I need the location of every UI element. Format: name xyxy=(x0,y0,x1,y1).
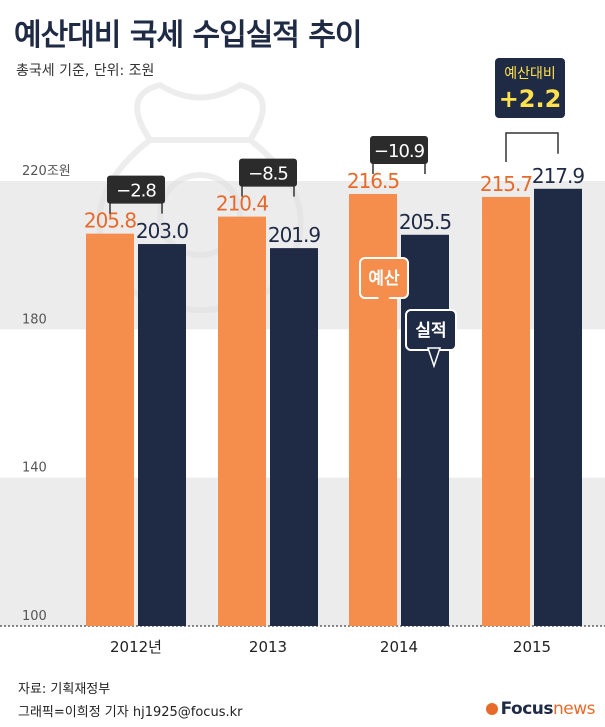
money-bag-icon xyxy=(96,81,304,313)
legend-budget-label: 예산 xyxy=(368,269,400,289)
brand-dot-icon xyxy=(485,703,498,715)
brand-logo: Focusnews xyxy=(485,699,596,719)
legend-actual-label: 실적 xyxy=(415,321,446,341)
y-tick-label: 220조원 xyxy=(22,164,71,179)
x-tick-label: 2014 xyxy=(380,638,418,656)
callout-bracket xyxy=(505,132,559,162)
data-label-actual: 205.5 xyxy=(399,210,451,234)
difference-label: −8.5 xyxy=(248,164,288,185)
data-label-actual: 201.9 xyxy=(268,223,321,247)
bar-budget xyxy=(218,216,266,626)
bar-actual xyxy=(270,248,318,626)
won-symbol-ring xyxy=(157,172,243,258)
chart-title: 예산대비 국세 수입실적 추이 xyxy=(14,18,363,53)
y-tick-label: 140 xyxy=(22,461,47,476)
bar-budget xyxy=(86,233,134,627)
difference-label: −10.9 xyxy=(374,141,425,162)
callout-value: +2.2 xyxy=(498,85,562,113)
data-label-budget: 215.7 xyxy=(480,172,533,196)
difference-box xyxy=(107,175,165,204)
x-tick-label: 2013 xyxy=(249,638,287,656)
bar-actual xyxy=(534,188,582,626)
legend-budget-tail xyxy=(378,296,390,312)
x-tick-label: 2012년 xyxy=(110,638,162,656)
graphic-credit: 그래픽=이희정 기자 hj1925@focus.kr xyxy=(18,705,243,720)
difference-label: −2.8 xyxy=(116,181,156,202)
callout-label: 예산대비 xyxy=(504,66,556,82)
legend-actual-tail xyxy=(426,347,442,369)
source-note: 자료: 기획재정부 xyxy=(18,682,111,697)
difference-box xyxy=(239,158,297,187)
data-label-actual: 203.0 xyxy=(136,219,189,243)
x-tick-label: 2015 xyxy=(513,638,551,656)
difference-box xyxy=(370,135,428,164)
bar-actual xyxy=(401,234,449,627)
total-difference-callout: 예산대비 +2.2 xyxy=(495,58,565,118)
y-tick-label: 180 xyxy=(22,312,47,327)
data-label-actual: 217.9 xyxy=(532,164,585,188)
money-bag-body xyxy=(96,137,304,313)
y-tick-label: 100 xyxy=(22,609,47,624)
money-bag-top xyxy=(134,81,266,142)
bar-budget xyxy=(482,196,530,626)
bar-actual xyxy=(138,244,186,626)
chart-subtitle: 총국세 기준, 단위: 조원 xyxy=(16,63,155,79)
